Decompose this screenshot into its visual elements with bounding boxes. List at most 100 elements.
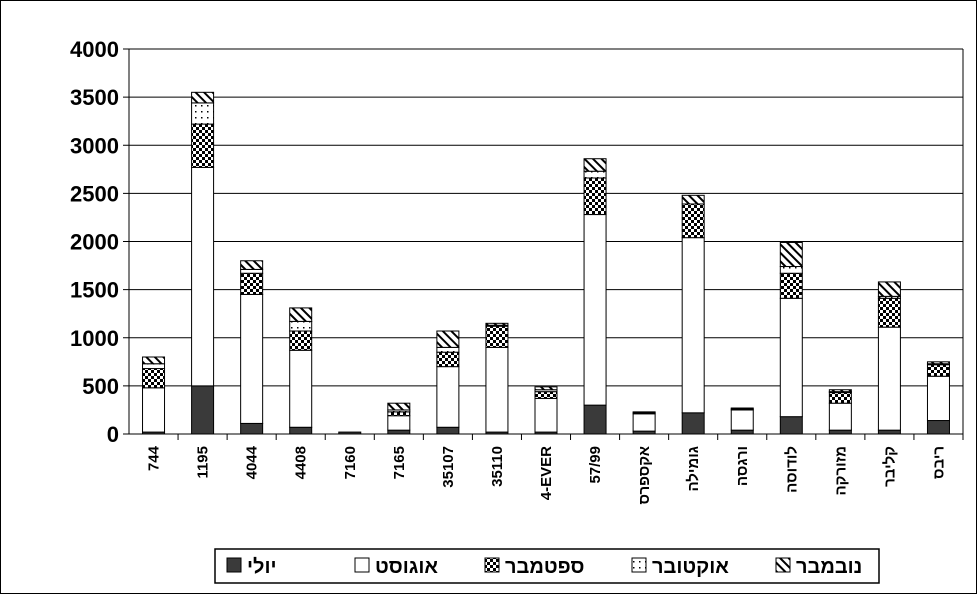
bar-segment — [779, 272, 803, 299]
bar-segment — [240, 422, 264, 435]
legend-label: ספטמבר — [505, 556, 584, 578]
bar-segment — [828, 429, 852, 435]
bar-segment — [289, 349, 313, 428]
x-tick-label: ורגסה — [734, 446, 751, 486]
bar-segment — [240, 272, 264, 295]
bar-segment — [142, 387, 166, 433]
bar-segment — [779, 241, 803, 268]
x-tick-label: 35107 — [440, 446, 457, 488]
x-tick-label: מזורקה — [832, 446, 849, 495]
bar-segment — [681, 412, 705, 435]
bar-segment — [142, 368, 166, 389]
bar-segment — [191, 91, 215, 104]
x-tick-label: אקספרס — [636, 446, 653, 505]
bar-segment — [877, 429, 901, 435]
bar-segment — [583, 158, 607, 172]
legend-label: אוגוסט — [375, 556, 438, 578]
bar-segment — [387, 429, 411, 435]
bar-segment — [436, 351, 460, 368]
x-tick-label: לודוסה — [783, 446, 800, 493]
y-tick-label: 0 — [107, 422, 119, 447]
bar-segment — [877, 281, 901, 297]
bar-segment — [534, 386, 558, 391]
x-tick-label: קליבר — [881, 446, 898, 487]
legend-box — [214, 548, 880, 584]
bar-segment — [583, 404, 607, 435]
x-tick-label: 4-EVER — [538, 446, 555, 500]
bar-segment — [877, 326, 901, 431]
bar-segment — [583, 214, 607, 406]
bar-segment — [240, 260, 264, 270]
x-tick-label: 4408 — [293, 446, 310, 479]
bar-segment — [583, 177, 607, 216]
bar-segment — [191, 166, 215, 387]
bar-segment — [191, 102, 215, 125]
bar-segment — [926, 420, 950, 435]
bar-segment — [926, 364, 950, 377]
bar-segment — [485, 322, 509, 326]
bar-segment — [387, 415, 411, 431]
legend-swatch — [631, 557, 647, 573]
x-tick-label: 1195 — [195, 446, 212, 479]
y-tick-label: 4000 — [70, 37, 119, 62]
bar-segment — [681, 194, 705, 205]
legend-label: אוקטובר — [652, 556, 729, 578]
y-tick-label: 2500 — [70, 181, 119, 206]
axis-layer: 0 500 1000 1500 2000 2500 3000 3500 4000 744 1195 4… — [70, 37, 964, 505]
bar-segment — [289, 307, 313, 322]
x-tick-label: ריבס — [930, 446, 947, 479]
bar-segment — [828, 392, 852, 404]
bar-segment — [828, 402, 852, 431]
bar-segment — [730, 409, 754, 431]
x-tick-label: 35110 — [489, 446, 506, 487]
legend-swatch — [775, 557, 791, 573]
bar-segment — [632, 413, 656, 432]
legend-label: נובמבר — [796, 556, 862, 578]
y-tick-label: 1500 — [70, 278, 119, 303]
bar-segment — [436, 346, 460, 353]
bar-segment — [240, 268, 264, 274]
bar-segment — [436, 366, 460, 428]
bar-segment — [142, 363, 166, 370]
bar-segment — [681, 203, 705, 239]
x-tick-label: 4044 — [244, 445, 261, 479]
bar-segment — [534, 391, 558, 399]
legend-swatch — [484, 557, 500, 573]
bar-segment — [485, 346, 509, 433]
x-tick-label: 7165 — [391, 446, 408, 479]
bar-segment — [681, 237, 705, 414]
bar-segment — [240, 293, 264, 424]
bar-segment — [436, 426, 460, 435]
bar-segment — [436, 330, 460, 348]
bar-segment — [583, 170, 607, 179]
y-tick-label: 3500 — [70, 85, 119, 110]
bar-segment — [730, 429, 754, 435]
bar-segment — [142, 356, 166, 365]
bar-segment — [534, 397, 558, 433]
grid-layer — [129, 48, 963, 387]
bar-segment — [730, 407, 754, 410]
legend-swatch — [354, 557, 370, 573]
x-tick-label: 744 — [146, 445, 163, 471]
bars-layer — [142, 91, 950, 435]
x-tick-label: גומילה — [685, 446, 702, 492]
y-tick-label: 500 — [82, 374, 119, 399]
bar-segment — [779, 297, 803, 418]
x-tick-label: 57/99 — [587, 446, 604, 484]
y-tick-label: 1000 — [70, 326, 119, 351]
bar-segment — [926, 375, 950, 422]
bar-segment — [289, 320, 313, 332]
legend-swatch — [226, 557, 242, 573]
bar-segment — [877, 297, 901, 328]
bar-segment — [828, 389, 852, 393]
x-tick-label: 7160 — [342, 446, 359, 479]
bar-segment — [485, 325, 509, 348]
bar-segment — [289, 330, 313, 351]
bar-segment — [289, 426, 313, 435]
bar-segment — [191, 123, 215, 168]
legend: יולי אוגוסט ספטמבר אוקטובר נובמבר — [214, 548, 880, 584]
bar-segment — [632, 411, 656, 414]
legend-label: יולי — [247, 556, 277, 578]
